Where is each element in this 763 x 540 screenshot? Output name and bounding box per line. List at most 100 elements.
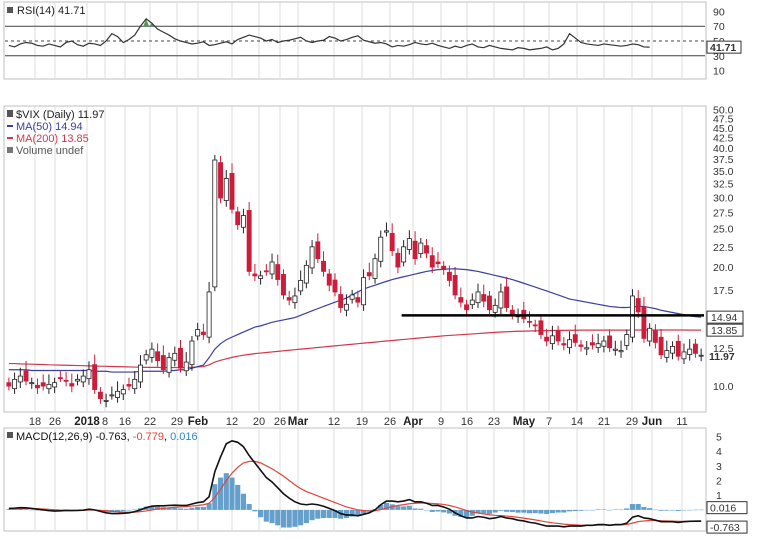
macd-histogram-bar — [332, 509, 338, 518]
candle-body — [355, 297, 361, 303]
candle-body — [378, 236, 384, 262]
candle-body — [481, 294, 487, 302]
candle-body — [172, 352, 178, 361]
candle-body — [532, 324, 538, 327]
candle-body — [52, 382, 58, 388]
macd-histogram-bar — [549, 509, 555, 514]
macd-histogram-bar — [475, 509, 481, 514]
price-y-tick: 35.0 — [713, 166, 734, 178]
rsi-value-label: 41.71 — [710, 42, 736, 54]
candle-body — [178, 347, 183, 369]
candle-body — [418, 242, 424, 255]
macd-histogram-bar — [607, 509, 613, 511]
macd-histogram-bar — [29, 509, 35, 511]
macd-histogram-bar — [555, 509, 561, 513]
candle-body — [544, 336, 550, 342]
candle-body — [681, 351, 687, 360]
candle-body — [286, 297, 292, 301]
macd-histogram-bar — [504, 509, 510, 512]
candle-body — [366, 272, 372, 277]
rsi-value-box — [706, 40, 742, 54]
candle-body — [675, 340, 681, 357]
candle-body — [527, 320, 532, 323]
candle-body — [458, 297, 464, 303]
macd-histogram-bar — [378, 505, 384, 510]
candle-body — [349, 294, 355, 300]
price-y-tick: 27.5 — [713, 207, 734, 219]
price-title-group: $VIX (Daily) 11.97 MA(50) 14.94 MA(200) … — [7, 109, 104, 157]
candle-body — [326, 273, 332, 286]
macd-histogram-bar — [584, 509, 590, 511]
macd-histogram-bar — [692, 509, 698, 511]
macd-histogram-bar — [303, 509, 309, 524]
candle-body — [538, 320, 544, 335]
candle-body — [361, 277, 367, 306]
candle-body — [601, 340, 607, 347]
macd-histogram-bar — [126, 509, 132, 511]
macd-histogram-bar — [275, 509, 281, 526]
macd-layer — [6, 439, 704, 528]
macd-histogram-bar — [589, 509, 596, 511]
macd-histogram-bar — [566, 509, 573, 512]
macd-histogram-bar — [521, 509, 527, 513]
macd-histogram-bar — [561, 509, 567, 513]
candle-body — [149, 348, 155, 358]
price-y-tick: 50.0 — [713, 105, 734, 117]
candle-body — [57, 377, 63, 380]
macd-histogram-bar — [601, 509, 607, 510]
price-y-tick: 10.0 — [713, 381, 734, 393]
candle-body — [595, 343, 601, 349]
x-axis-label: Apr — [403, 416, 423, 428]
candle-body — [35, 384, 40, 389]
candle-body — [401, 246, 407, 263]
macd-title-main: MACD(12,26,9) -0.763, — [16, 431, 133, 443]
macd-histogram-bar — [6, 509, 12, 510]
candle-body — [155, 351, 161, 361]
macd-histogram-bar — [298, 509, 304, 526]
x-axis-label: 20 — [253, 416, 265, 428]
candle-body — [97, 391, 103, 399]
x-axis-label: 29 — [626, 416, 638, 428]
candle-body — [589, 342, 595, 346]
x-axis-label: 26 — [384, 416, 396, 428]
macd-histogram-bar — [538, 509, 544, 514]
macd-histogram-bar — [223, 473, 229, 510]
candle-body — [687, 348, 693, 355]
rsi-icon — [7, 7, 13, 13]
macd-histogram-bar — [401, 506, 407, 510]
macd-histogram-bar — [235, 484, 241, 510]
macd-histogram-bar — [183, 508, 189, 510]
macd-histogram-bar — [132, 509, 138, 510]
candle-body — [6, 382, 12, 387]
macd-histogram-bar — [635, 504, 641, 510]
candle-body — [567, 339, 573, 349]
ma50-legend-swatch — [7, 125, 13, 127]
macd-histogram-bar — [149, 506, 155, 510]
macd-title: MACD(12,26,9) -0.763, -0.779, 0.016 — [16, 431, 198, 443]
candle-body — [183, 361, 189, 372]
macd-histogram-bar — [612, 509, 618, 510]
candle-body — [509, 309, 515, 315]
rsi-overbought-fill — [143, 18, 150, 27]
macd-histogram-bar — [486, 509, 493, 514]
candle-body — [69, 383, 75, 387]
macd-histogram-bar — [681, 509, 687, 511]
macd-histogram-bar — [498, 509, 504, 511]
candle-body — [229, 173, 235, 210]
candle-body — [572, 334, 578, 343]
macd-histogram-bar — [624, 508, 630, 510]
x-axis-label: 12 — [226, 416, 238, 428]
macd-title-signal: -0.779 — [133, 431, 164, 443]
macd-icon — [7, 432, 13, 438]
ma200-legend-swatch — [7, 137, 13, 139]
candle-body — [607, 335, 613, 349]
macd-histogram-bar — [114, 509, 121, 512]
price-y-tick: 42.5 — [713, 133, 734, 145]
ma200-line — [8, 329, 702, 369]
candle-body — [263, 270, 269, 273]
macd-title-sep: , — [164, 431, 170, 443]
candle-body — [384, 230, 389, 233]
x-axis-label: Mar — [288, 416, 309, 428]
candle-body — [23, 370, 29, 382]
